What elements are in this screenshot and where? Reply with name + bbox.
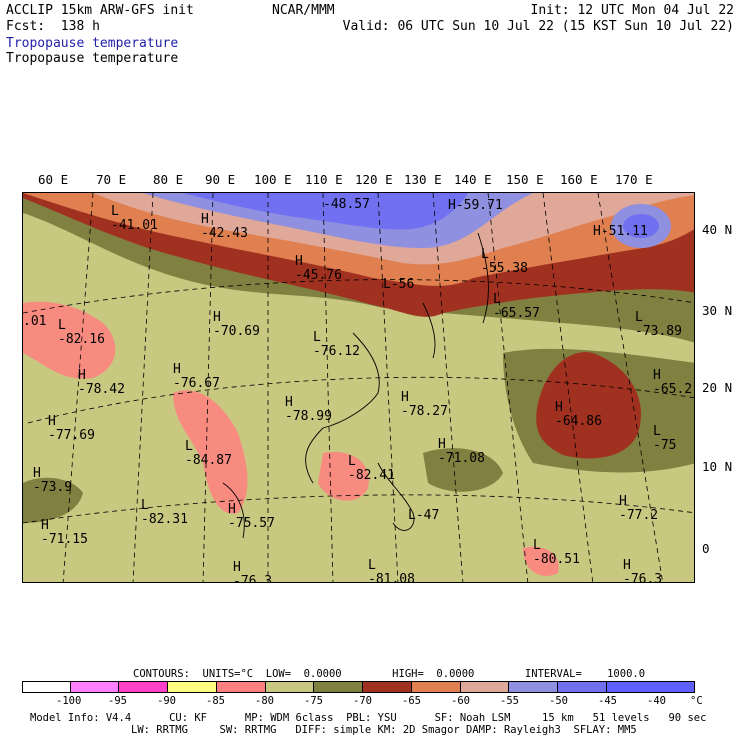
lon-label: 140 E [454, 172, 492, 187]
field-label: L -73.89 [635, 310, 682, 339]
field-label: H -77.69 [48, 414, 95, 443]
forecast-hour: Fcst: 138 h [6, 19, 100, 34]
lat-label: 30 N [702, 303, 733, 318]
field-label: L-56 [383, 277, 415, 292]
colorbar-label: -70 [353, 695, 372, 707]
lon-label: 110 E [305, 172, 343, 187]
field-label: H -77.2 [619, 494, 659, 523]
lon-label: 160 E [560, 172, 598, 187]
lat-label: 10 N [702, 459, 733, 474]
color-swatch [362, 681, 412, 693]
color-swatch [460, 681, 509, 693]
field-label: L -80.51 [533, 538, 580, 567]
color-swatch [508, 681, 558, 693]
lat-label: 0 [702, 541, 710, 556]
colorbar-label: -40 [647, 695, 666, 707]
colorbar-label: -55 [500, 695, 519, 707]
lon-label: 130 E [404, 172, 442, 187]
colorbar-label: -80 [255, 695, 274, 707]
field-label: L -75 [653, 424, 677, 453]
field-label: H -64.86 [555, 400, 602, 429]
color-swatch [265, 681, 314, 693]
field-label: L -82.41 [348, 454, 395, 483]
lon-label: 100 E [254, 172, 292, 187]
color-swatch [22, 681, 71, 693]
lat-label: 20 N [702, 380, 733, 395]
lon-label: 60 E [38, 172, 69, 187]
field-label: H -45.76 [295, 254, 342, 283]
color-swatch [70, 681, 119, 693]
color-swatch [557, 681, 607, 693]
field-label: H -76.67 [173, 362, 220, 391]
field-label: L -76.12 [313, 330, 360, 359]
field-label: H -71.15 [41, 518, 88, 547]
field-label: -48.57 [323, 197, 370, 212]
field-label: H -76.3 [623, 558, 663, 583]
temperature-field [23, 193, 694, 582]
color-swatch [216, 681, 266, 693]
field-label: L -84.87 [185, 439, 232, 468]
color-swatch [606, 681, 695, 693]
model-info-line2: LW: RRTMG SW: RRTMG DIFF: simple KM: 2D … [131, 724, 637, 736]
color-bar [22, 681, 695, 693]
colorbar-label: -100 [56, 695, 82, 707]
colorbar-label: -75 [304, 695, 323, 707]
field-label: .01 [23, 314, 47, 329]
valid-time: Valid: 06 UTC Sun 10 Jul 22 (15 KST Sun … [342, 19, 734, 34]
field-title: Tropopause temperature [6, 51, 179, 66]
field-label: H -70.69 [213, 310, 260, 339]
init-time: Init: 12 UTC Mon 04 Jul 22 [530, 3, 735, 18]
field-label: L -81.08 [368, 558, 415, 583]
field-label: L -55.38 [481, 247, 528, 276]
field-label: H -65.2 [653, 368, 693, 397]
field-label: H -73.9 [33, 466, 73, 495]
contours-info: CONTOURS: UNITS=°C LOW= 0.0000 HIGH= 0.0… [133, 668, 646, 680]
field-label: H -75.57 [228, 502, 275, 531]
color-swatch [167, 681, 217, 693]
lon-label: 120 E [355, 172, 393, 187]
model-title: ACCLIP 15km ARW-GFS init [6, 3, 194, 18]
model-info-line1: Model Info: V4.4 CU: KF MP: WDM 6class P… [30, 712, 707, 724]
field-label: H -78.99 [285, 395, 332, 424]
map-panel: L -41.01 H -42.43 -48.57 H-59.71 H-51.11 H… [22, 192, 695, 583]
field-label: H -76.3 [233, 560, 273, 583]
color-swatch [411, 681, 461, 693]
color-swatch [118, 681, 168, 693]
field-label: L-47 [408, 508, 440, 523]
field-title-colored: Tropopause temperature [6, 36, 179, 51]
colorbar-label: -60 [451, 695, 470, 707]
colorbar-label: -65 [402, 695, 421, 707]
field-label: H -78.27 [401, 390, 448, 419]
colorbar-label: -85 [206, 695, 225, 707]
field-label: H -78.42 [78, 368, 125, 397]
colorbar-label: -50 [549, 695, 568, 707]
lon-label: 170 E [615, 172, 653, 187]
lon-label: 90 E [205, 172, 236, 187]
lon-label: 70 E [96, 172, 127, 187]
lat-label: 40 N [702, 222, 733, 237]
lon-label: 80 E [153, 172, 184, 187]
field-label: H -71.08 [438, 437, 485, 466]
field-label: H-51.11 [593, 224, 648, 239]
field-label: L -41.01 [111, 204, 158, 233]
field-label: L -65.57 [493, 292, 540, 321]
field-label: H -42.43 [201, 212, 248, 241]
field-label: H-59.71 [448, 198, 503, 213]
colorbar-label: °C [690, 695, 703, 707]
center-label: NCAR/MMM [272, 3, 335, 18]
colorbar-label: -95 [108, 695, 127, 707]
colorbar-label: -90 [157, 695, 176, 707]
colorbar-label: -45 [598, 695, 617, 707]
field-label: L -82.31 [141, 498, 188, 527]
lon-label: 150 E [506, 172, 544, 187]
field-label: L -82.16 [58, 318, 105, 347]
color-swatch [313, 681, 363, 693]
